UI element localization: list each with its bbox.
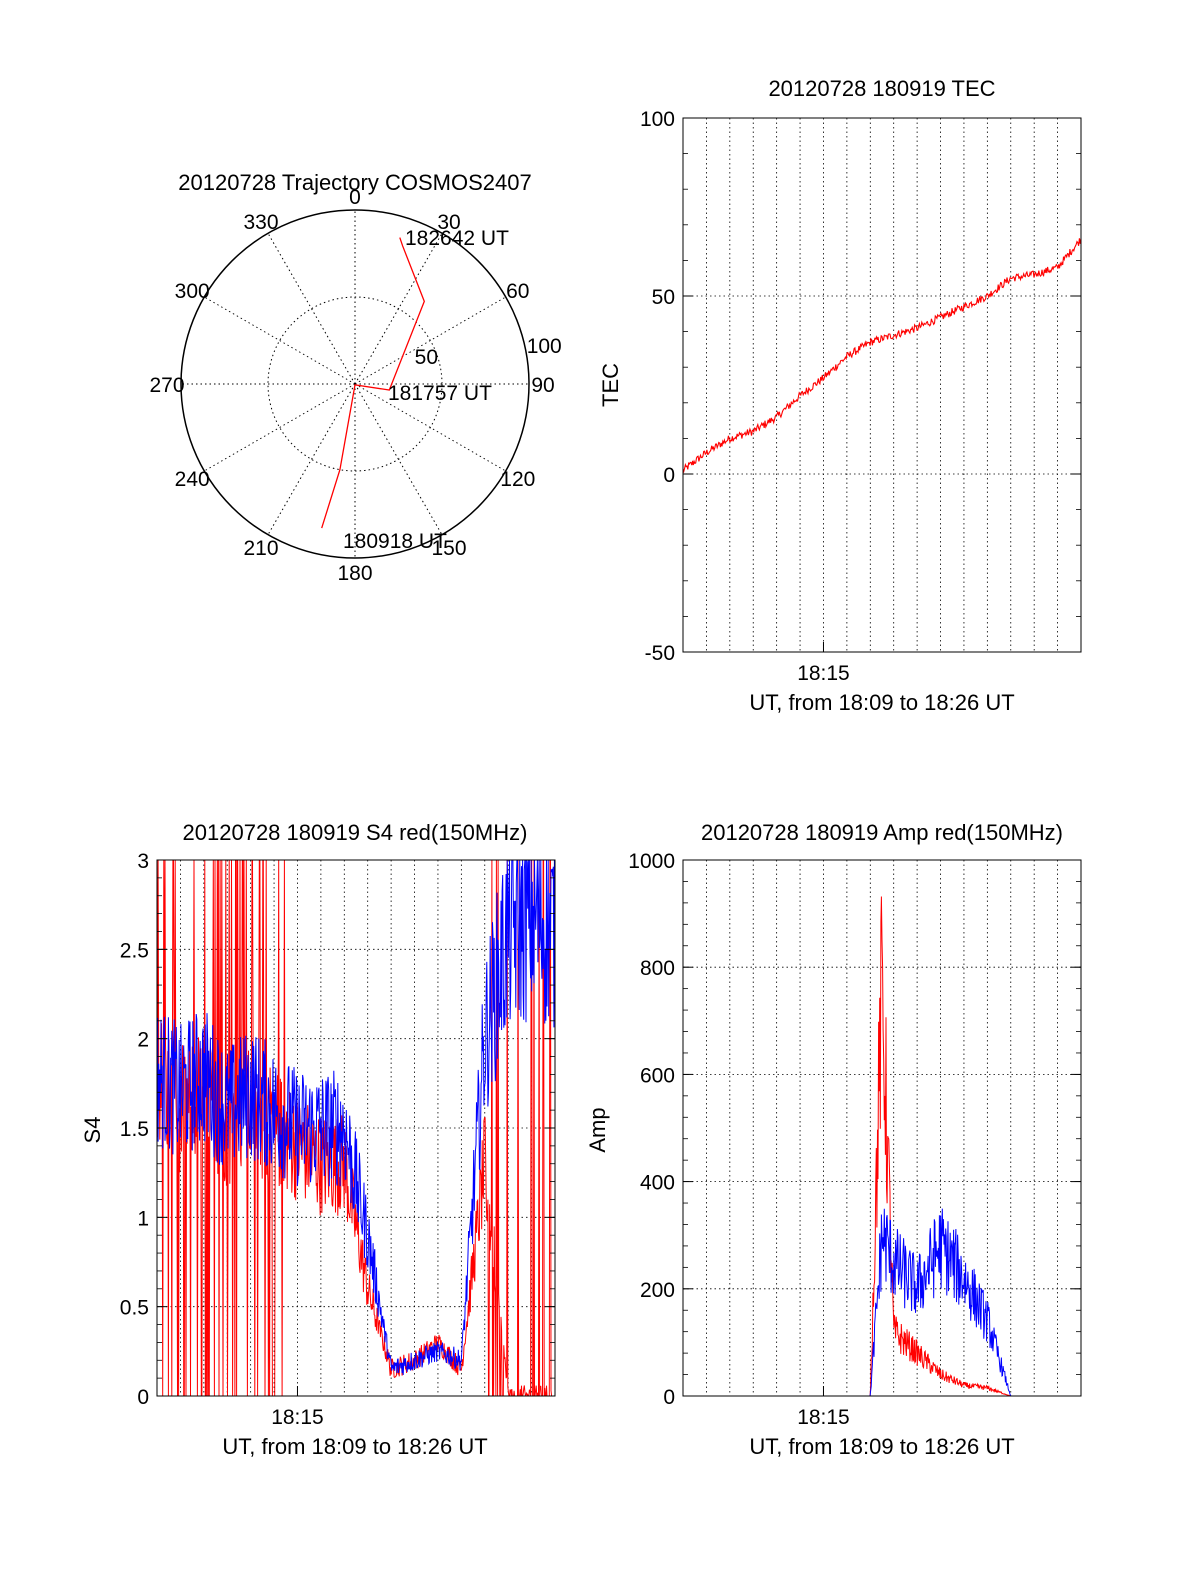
polar-angle-label: 270 bbox=[149, 374, 184, 397]
polar-angle-label: 210 bbox=[243, 537, 278, 560]
s4-ytick-label: 2 bbox=[137, 1029, 149, 1052]
tec-xlabel: UT, from 18:09 to 18:26 UT bbox=[749, 690, 1014, 715]
amp-ytick-label: 600 bbox=[640, 1064, 675, 1087]
tec-ytick-label: 100 bbox=[640, 108, 675, 131]
tec-series-red bbox=[683, 238, 1081, 474]
polar-angle-label: 330 bbox=[243, 211, 278, 234]
trajectory-start-annotation: 180918 UT bbox=[343, 530, 447, 553]
trajectory-title: 20120728 Trajectory COSMOS2407 bbox=[178, 170, 531, 195]
polar-spoke bbox=[204, 383, 356, 472]
polar-angle-label: 150 bbox=[431, 537, 466, 560]
amp-series-blue bbox=[683, 1208, 1081, 1396]
polar-radius-label: 50 bbox=[415, 346, 438, 369]
amp-ytick-label: 200 bbox=[640, 1279, 675, 1302]
amp-panel: 20120728 180919 Amp red(150MHz) 0 200 400 6… bbox=[585, 820, 1082, 1459]
tec-ytick-label: 0 bbox=[663, 464, 675, 487]
s4-ylabel: S4 bbox=[80, 1117, 105, 1144]
amp-ytick-label: 400 bbox=[640, 1172, 675, 1195]
amp-ylabel: Amp bbox=[585, 1107, 610, 1152]
tec-title: 20120728 180919 TEC bbox=[768, 76, 995, 101]
polar-outer-circle bbox=[180, 209, 530, 559]
trajectory-polar-panel: 20120728 Trajectory COSMOS2407 0 30 60 90 12… bbox=[149, 170, 561, 585]
polar-spoke bbox=[267, 233, 356, 385]
tec-xtick-label: 18:15 bbox=[797, 662, 850, 685]
s4-ytick-label: 3 bbox=[137, 850, 149, 873]
polar-spoke bbox=[267, 383, 356, 535]
polar-angle-label: 120 bbox=[500, 468, 535, 491]
s4-series-red bbox=[157, 860, 555, 1396]
tec-ytick-label: 50 bbox=[652, 286, 675, 309]
amp-ytick-label: 1000 bbox=[628, 850, 675, 873]
s4-panel: 20120728 180919 S4 red(150MHz) 0 0.5 1 1.5 2… bbox=[80, 820, 556, 1459]
s4-ytick-label: 0 bbox=[137, 1386, 149, 1409]
tec-plot-frame bbox=[682, 117, 1082, 653]
s4-ytick-label: 1 bbox=[137, 1207, 149, 1230]
s4-ytick-label: 0.5 bbox=[120, 1297, 149, 1320]
tec-panel: 20120728 180919 TEC -50 0 50 100 18:15 UT, … bbox=[598, 76, 1082, 715]
amp-xtick-label: 18:15 bbox=[797, 1406, 850, 1429]
s4-ytick-label: 2.5 bbox=[120, 939, 149, 962]
polar-spoke bbox=[354, 383, 506, 472]
polar-spoke bbox=[354, 296, 506, 385]
polar-spoke bbox=[204, 296, 356, 385]
trajectory-line bbox=[321, 237, 425, 529]
s4-ytick-label: 1.5 bbox=[120, 1118, 149, 1141]
polar-angle-label: 240 bbox=[175, 468, 210, 491]
amp-series-red bbox=[683, 896, 1081, 1396]
polar-angle-label: 300 bbox=[175, 280, 210, 303]
polar-angle-label: 0 bbox=[349, 186, 361, 209]
amp-ytick-label: 800 bbox=[640, 957, 675, 980]
amp-xlabel: UT, from 18:09 to 18:26 UT bbox=[749, 1434, 1014, 1459]
s4-title: 20120728 180919 S4 red(150MHz) bbox=[183, 820, 528, 845]
tec-ylabel: TEC bbox=[598, 363, 623, 407]
trajectory-mid-annotation: 181757 UT bbox=[388, 382, 492, 405]
trajectory-end-annotation: 182642 UT bbox=[405, 227, 509, 250]
s4-xtick-label: 18:15 bbox=[271, 1406, 324, 1429]
polar-spoke bbox=[354, 233, 443, 385]
polar-spoke bbox=[354, 383, 443, 535]
s4-xlabel: UT, from 18:09 to 18:26 UT bbox=[222, 1434, 487, 1459]
s4-series-blue bbox=[157, 860, 555, 1376]
polar-angle-label: 90 bbox=[531, 374, 554, 397]
amp-plot-frame bbox=[682, 859, 1082, 1397]
amp-title: 20120728 180919 Amp red(150MHz) bbox=[701, 820, 1063, 845]
polar-angle-label: 30 bbox=[437, 211, 460, 234]
polar-angle-label: 60 bbox=[506, 280, 529, 303]
amp-ytick-label: 0 bbox=[663, 1386, 675, 1409]
polar-radius-label: 100 bbox=[527, 335, 562, 358]
polar-angle-label: 180 bbox=[337, 562, 372, 585]
tec-ytick-label: -50 bbox=[645, 642, 675, 665]
